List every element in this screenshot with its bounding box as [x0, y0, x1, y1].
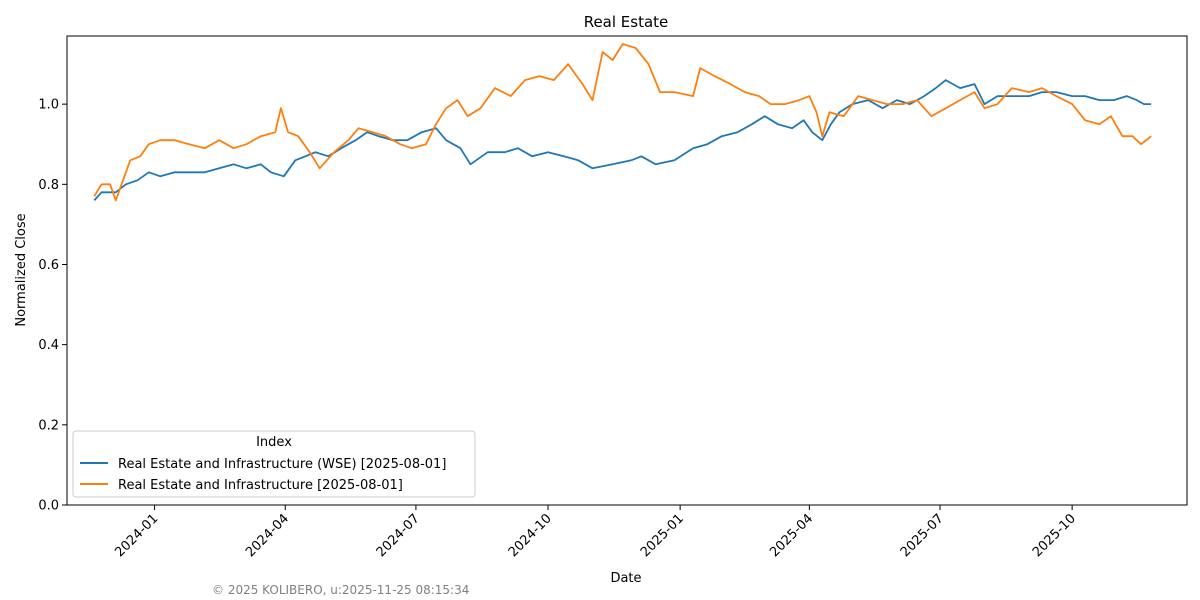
series-line-2 [93, 43, 1152, 202]
x-axis-label: Date [610, 571, 641, 586]
y-tick-label: 0.0 [38, 499, 59, 514]
y-tick-label: 0.6 [38, 258, 59, 273]
legend-title: Index [256, 435, 292, 450]
legend: Index Real Estate and Infrastructure (WS… [72, 430, 476, 498]
y-axis: 0.0 0.2 0.4 0.6 0.8 1.0 [38, 98, 67, 514]
y-tick-label: 0.2 [38, 418, 59, 433]
legend-label-series-2: Real Estate and Infrastructure [2025-08-… [118, 478, 403, 493]
series-layer [93, 43, 1152, 202]
y-axis-label: Normalized Close [14, 213, 29, 326]
series-line-1 [93, 79, 1152, 201]
y-tick-label: 0.4 [38, 338, 59, 353]
legend-box [72, 430, 476, 498]
y-tick-label: 0.8 [38, 178, 59, 193]
y-tick-label: 1.0 [38, 98, 59, 113]
footer-copyright: © 2025 KOLIBERO, u:2025-11-25 08:15:34 [212, 583, 469, 597]
chart-title: Real Estate [584, 13, 669, 31]
legend-label-series-1: Real Estate and Infrastructure (WSE) [20… [118, 457, 446, 472]
plot-area [66, 35, 1188, 506]
